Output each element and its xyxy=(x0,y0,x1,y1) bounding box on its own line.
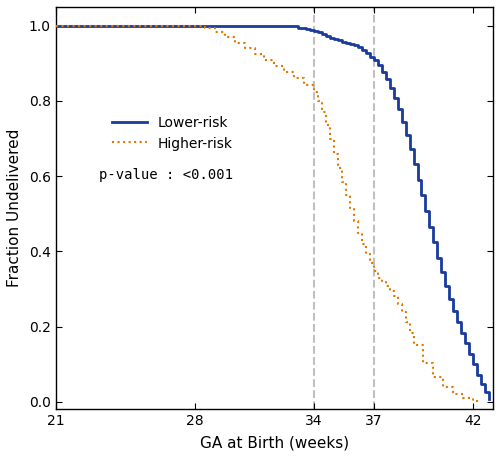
Text: p-value : <0.001: p-value : <0.001 xyxy=(100,168,234,182)
Y-axis label: Fraction Undelivered: Fraction Undelivered xyxy=(7,129,22,287)
Legend: Lower-risk, Higher-risk: Lower-risk, Higher-risk xyxy=(106,111,238,156)
X-axis label: GA at Birth (weeks): GA at Birth (weeks) xyxy=(200,435,349,450)
